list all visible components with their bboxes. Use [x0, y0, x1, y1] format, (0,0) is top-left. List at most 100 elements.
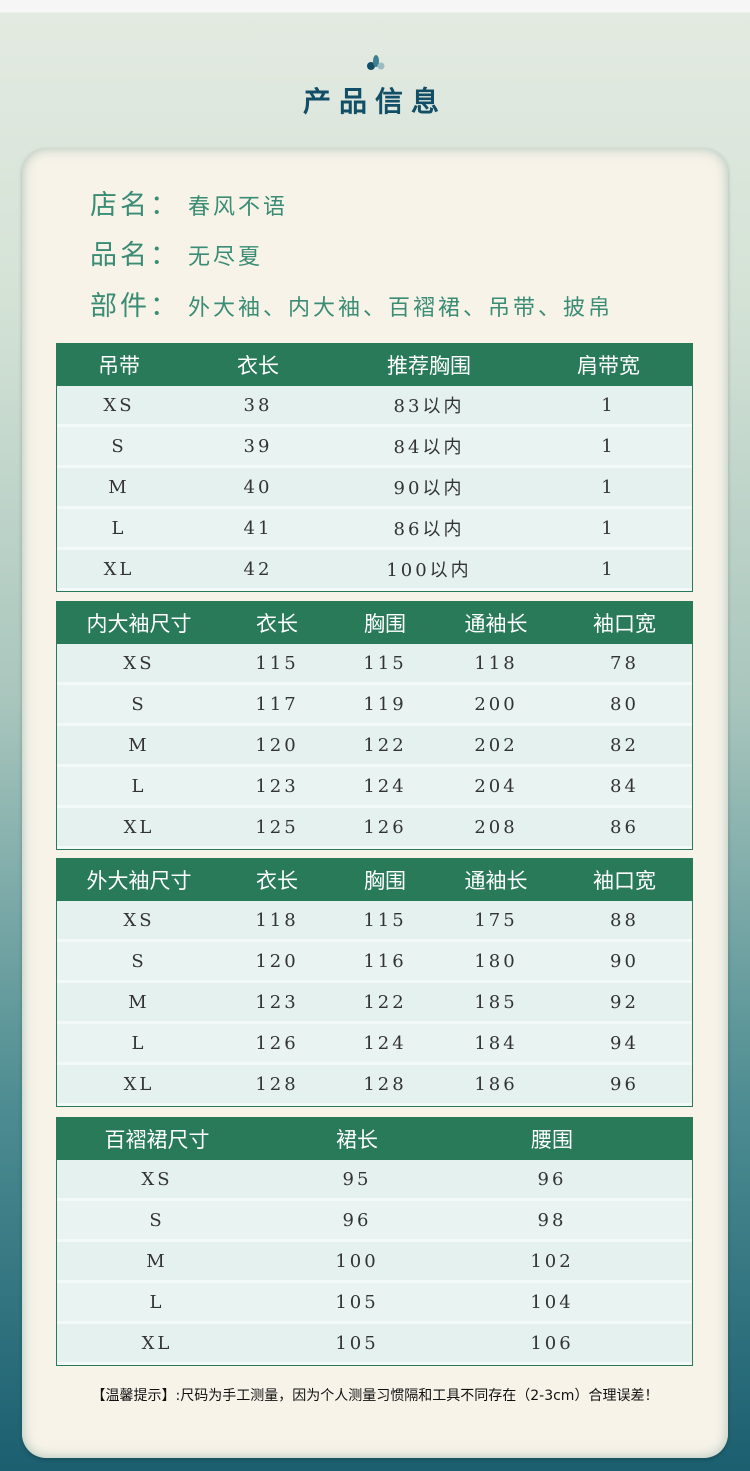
table-cell: 202 — [474, 734, 518, 756]
table-cell: 115 — [363, 909, 407, 931]
table-cell: 1 — [601, 517, 616, 539]
table-cell: 38 — [243, 394, 273, 416]
leaf-drops-icon — [367, 55, 385, 70]
table-header: 内大袖尺寸 衣长 胸围 通袖长 袖口宽 — [57, 602, 692, 644]
table-cell: L — [111, 517, 127, 539]
column-header: 肩带宽 — [577, 354, 640, 378]
table-cell: 115 — [363, 652, 407, 674]
page-title: 产品信息 — [302, 85, 447, 118]
table-cell: 95 — [342, 1168, 372, 1190]
table-cell: 86以内 — [393, 519, 465, 540]
table-cell: XL — [123, 816, 155, 838]
table-cell: 208 — [474, 816, 518, 838]
table-row: XL 105 106 — [57, 1324, 692, 1365]
table-cell: 106 — [530, 1332, 574, 1354]
table-cell: 122 — [363, 734, 407, 756]
table-cell: 117 — [255, 693, 299, 715]
table-cell: L — [131, 1032, 147, 1054]
table-row: XS 115 115 118 78 — [57, 644, 692, 685]
table-cell: 92 — [610, 991, 639, 1013]
column-header: 吊带 — [98, 354, 140, 378]
column-header: 腰围 — [531, 1128, 573, 1152]
table-cell: 126 — [363, 816, 407, 838]
table-cell: XS — [123, 652, 155, 674]
table-cell: 40 — [243, 476, 273, 498]
table-cell: S — [149, 1209, 165, 1231]
table-cell: 125 — [255, 816, 299, 838]
table-cell: M — [108, 476, 130, 498]
table-cell: 200 — [474, 693, 518, 715]
camisole-size-table: 吊带 衣长 推荐胸围 肩带宽 XS 38 83以内 1 S 39 84以内 1 M 40 90以内 1 L 41 8… — [56, 343, 693, 592]
table-cell: 123 — [255, 991, 299, 1013]
table-cell: 96 — [610, 1073, 639, 1095]
table-cell: 1 — [601, 394, 616, 416]
column-header: 通袖长 — [464, 612, 528, 636]
table-cell: 1 — [601, 558, 616, 580]
table-cell: 1 — [601, 435, 616, 457]
table-cell: 96 — [342, 1209, 372, 1231]
table-cell: S — [131, 950, 147, 972]
table-cell: 180 — [474, 950, 518, 972]
table-cell: 115 — [255, 652, 299, 674]
table-cell: 105 — [335, 1291, 379, 1313]
table-cell: 83以内 — [393, 396, 465, 417]
inner-sleeve-size-table: 内大袖尺寸 衣长 胸围 通袖长 袖口宽 XS 115 115 118 78 S 117 119 200 80… — [56, 601, 693, 850]
column-header: 胸围 — [364, 612, 406, 636]
table-cell: 116 — [363, 950, 407, 972]
table-cell: 186 — [474, 1073, 518, 1095]
table-row: XL 42 100以内 1 — [57, 550, 692, 591]
table-cell: 126 — [255, 1032, 299, 1054]
table-row: M 40 90以内 1 — [57, 468, 692, 509]
table-row: S 117 119 200 80 — [57, 685, 692, 726]
table-row: L 105 104 — [57, 1283, 692, 1324]
table-cell: 39 — [243, 435, 273, 457]
table-cell: 90 — [610, 950, 639, 972]
table-cell: XL — [141, 1332, 173, 1354]
table-row: L 123 124 204 84 — [57, 767, 692, 808]
product-name: 品名： 无尽夏 — [90, 240, 264, 271]
table-cell: 122 — [363, 991, 407, 1013]
column-header: 通袖长 — [464, 869, 528, 893]
table-cell: 120 — [255, 950, 299, 972]
outer-sleeve-size-table: 外大袖尺寸 衣长 胸围 通袖长 袖口宽 XS 118 115 175 88 S 120 116 180 90… — [56, 858, 693, 1107]
shop-name: 店名： 春风不语 — [90, 190, 289, 221]
table-cell: 120 — [255, 734, 299, 756]
table-row: S 120 116 180 90 — [57, 942, 692, 983]
table-cell: 184 — [474, 1032, 518, 1054]
table-cell: 175 — [474, 909, 518, 931]
table-cell: 105 — [335, 1332, 379, 1354]
components: 部件： 外大袖、内大袖、百褶裙、吊带、披帛 — [90, 291, 614, 322]
table-cell: 86 — [610, 816, 639, 838]
table-cell: 98 — [537, 1209, 567, 1231]
column-header: 百褶裙尺寸 — [104, 1128, 210, 1152]
table-cell: XL — [103, 558, 135, 580]
column-header: 袖口宽 — [593, 612, 656, 636]
table-cell: 128 — [255, 1073, 299, 1095]
pleated-skirt-size-table: 百褶裙尺寸 裙长 腰围 XS 95 96 S 96 98 M 100 102 L 105 104 XL 105 1… — [56, 1117, 693, 1366]
table-cell: 84以内 — [393, 437, 465, 458]
table-cell: 96 — [537, 1168, 567, 1190]
table-cell: 104 — [530, 1291, 574, 1313]
table-cell: M — [128, 991, 150, 1013]
table-cell: XS — [141, 1168, 173, 1190]
tip-note: 【温馨提示】:尺码为手工测量，因为个人测量习惯隔和工具不同存在（2-3cm）合理… — [91, 1388, 659, 1404]
table-cell: 88 — [610, 909, 639, 931]
table-row: S 96 98 — [57, 1201, 692, 1242]
column-header: 衣长 — [256, 869, 298, 893]
column-header: 裙长 — [336, 1128, 378, 1152]
table-cell: 100以内 — [386, 560, 472, 581]
table-row: XS 38 83以内 1 — [57, 386, 692, 427]
table-cell: 41 — [243, 517, 273, 539]
table-cell: 78 — [610, 652, 639, 674]
column-header: 袖口宽 — [593, 869, 656, 893]
column-header: 外大袖尺寸 — [86, 869, 192, 893]
table-cell: 84 — [610, 775, 639, 797]
column-header: 内大袖尺寸 — [86, 612, 192, 636]
table-header: 外大袖尺寸 衣长 胸围 通袖长 袖口宽 — [57, 859, 692, 901]
table-cell: 204 — [474, 775, 518, 797]
table-cell: 82 — [610, 734, 639, 756]
table-row: XL 128 128 186 96 — [57, 1065, 692, 1106]
table-cell: 1 — [601, 476, 616, 498]
table-row: S 39 84以内 1 — [57, 427, 692, 468]
table-cell: XS — [103, 394, 135, 416]
